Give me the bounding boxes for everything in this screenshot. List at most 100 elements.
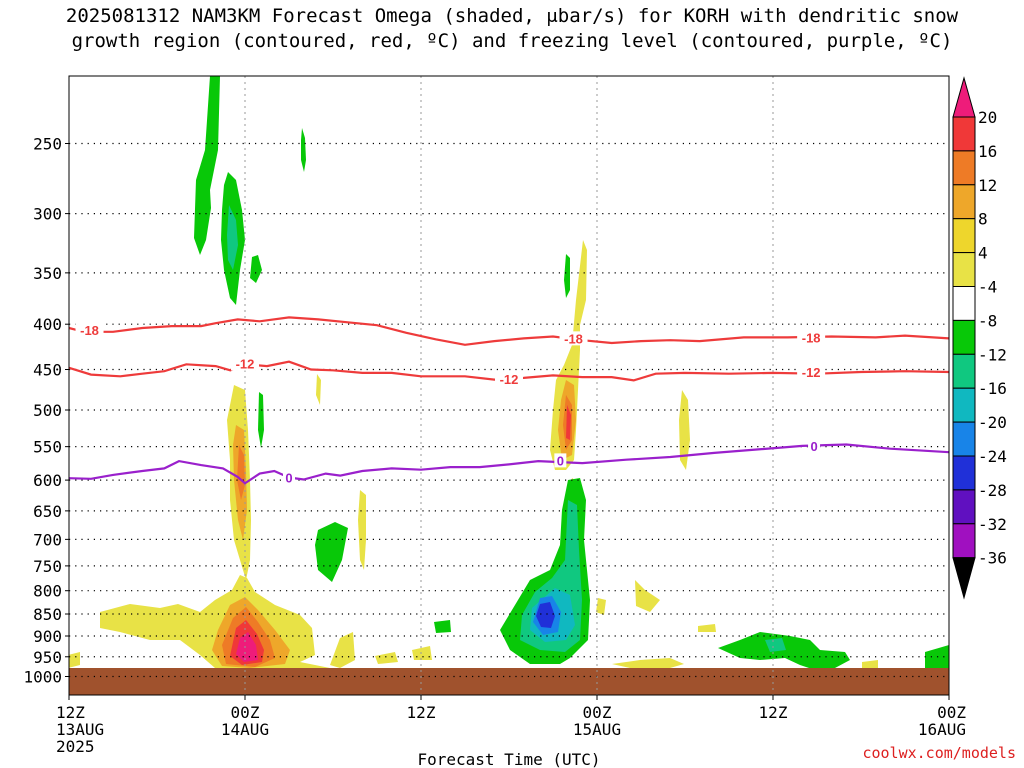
omega-region bbox=[765, 638, 786, 652]
contour-label: -12 bbox=[236, 356, 255, 371]
ground-surface bbox=[69, 668, 949, 695]
x-tick-label: 00Z bbox=[583, 703, 612, 722]
omega-region bbox=[194, 76, 220, 255]
colorbar-tick-label: 12 bbox=[978, 176, 997, 195]
colorbar-band bbox=[952, 218, 976, 254]
x-tick-label: 2025 bbox=[56, 737, 95, 756]
colorbar-band bbox=[952, 455, 976, 491]
contour-label: 0 bbox=[557, 453, 564, 468]
omega-shading bbox=[69, 76, 949, 670]
title-line-1: 2025081312 NAM3KM Forecast Omega (shaded… bbox=[65, 5, 959, 27]
omega-region bbox=[358, 490, 366, 570]
omega-region bbox=[301, 128, 306, 172]
y-tick-label: 600 bbox=[33, 471, 62, 490]
y-tick-label: 450 bbox=[33, 360, 62, 379]
omega-region bbox=[596, 598, 606, 615]
watermark: coolwx.com/models bbox=[862, 744, 1016, 762]
chart-title: 2025081312 NAM3KM Forecast Omega (shaded… bbox=[0, 4, 1024, 54]
contour-label: -12 bbox=[802, 365, 821, 380]
contour-label-bg bbox=[797, 330, 826, 345]
omega-region bbox=[434, 620, 451, 633]
x-tick-label: 16AUG bbox=[918, 720, 966, 739]
omega-region bbox=[566, 405, 571, 440]
y-tick-label: 1000 bbox=[23, 668, 62, 687]
colorbar-tick-label: -8 bbox=[978, 311, 997, 330]
omega-region bbox=[679, 390, 690, 470]
colorbar-tick-label: -12 bbox=[978, 345, 1007, 364]
title-line-2: growth region (contoured, red, ºC) and f… bbox=[71, 30, 953, 52]
colorbar-band bbox=[952, 286, 976, 321]
contour-label-bg bbox=[75, 322, 104, 337]
colorbar-band bbox=[952, 353, 976, 389]
omega-region bbox=[227, 205, 238, 270]
colorbar-tick-label: -4 bbox=[978, 278, 997, 297]
contour-label: -12 bbox=[500, 372, 519, 387]
contour-label: 0 bbox=[810, 439, 817, 454]
colorbar-tick-label: 8 bbox=[978, 210, 988, 229]
omega-region bbox=[412, 646, 432, 660]
omega-region bbox=[237, 445, 245, 500]
contour-label-bg bbox=[808, 438, 821, 453]
colorbar-tick-label: 16 bbox=[978, 142, 997, 161]
contour-line bbox=[68, 443, 950, 485]
omega-region bbox=[316, 374, 321, 405]
colorbar-tick-label: 4 bbox=[978, 244, 988, 263]
contour-line bbox=[68, 360, 950, 382]
colorbar-band bbox=[952, 387, 976, 423]
y-tick-label: 950 bbox=[33, 648, 62, 667]
y-tick-label: 300 bbox=[33, 205, 62, 224]
colorbar-band bbox=[952, 319, 976, 355]
omega-region bbox=[925, 645, 949, 670]
omega-region bbox=[69, 652, 80, 668]
omega-region bbox=[698, 624, 716, 632]
contour-label-bg bbox=[283, 470, 295, 485]
contour-label-bg bbox=[554, 453, 567, 468]
y-tick-label: 900 bbox=[33, 627, 62, 646]
contour-line bbox=[68, 316, 950, 346]
colorbar: 20 16 12 8 4 -4 -8 -12 -16 -20 -24 -28 -32 -36 bbox=[952, 76, 1007, 600]
omega-region bbox=[258, 392, 264, 448]
omega-region bbox=[612, 658, 684, 668]
x-tick-label: 12Z bbox=[56, 703, 85, 722]
omega-region bbox=[536, 602, 555, 628]
y-tick-label: 400 bbox=[33, 315, 62, 334]
colorbar-band bbox=[952, 150, 976, 186]
contour-label-bg bbox=[495, 371, 523, 386]
y-tick-label: 800 bbox=[33, 582, 62, 601]
omega-region bbox=[635, 580, 660, 612]
colorbar-tick-label: -36 bbox=[978, 549, 1007, 568]
contour-label: -18 bbox=[802, 330, 821, 345]
x-tick-label: 14AUG bbox=[221, 720, 269, 739]
x-tick-label: 13AUG bbox=[56, 720, 104, 739]
omega-region bbox=[718, 632, 850, 670]
colorbar-tick-label: 20 bbox=[978, 108, 997, 127]
x-tick-label: 12Z bbox=[759, 703, 788, 722]
colorbar-band bbox=[952, 523, 976, 559]
x-tick-label: 15AUG bbox=[573, 720, 621, 739]
y-tick-label: 500 bbox=[33, 401, 62, 420]
omega-region bbox=[550, 240, 587, 470]
y-axis: 250 300 350 400 450 500 550 600 650 700 750 800 850 9… bbox=[23, 135, 69, 687]
colorbar-band bbox=[952, 489, 976, 525]
x-tick-label: 00Z bbox=[231, 703, 260, 722]
colorbar-tick-label: -28 bbox=[978, 481, 1007, 500]
colorbar-arrow-bottom bbox=[952, 557, 976, 600]
colorbar-band bbox=[952, 116, 976, 152]
x-tick-label: 00Z bbox=[937, 703, 966, 722]
colorbar-tick-label: -16 bbox=[978, 379, 1007, 398]
contour-label: 0 bbox=[285, 471, 292, 486]
y-tick-label: 850 bbox=[33, 605, 62, 624]
omega-region bbox=[236, 632, 258, 662]
colorbar-band bbox=[952, 184, 976, 220]
omega-region bbox=[315, 522, 348, 582]
contours: -18 -18 -18 -12 -12 -12 0 0 0 bbox=[68, 316, 950, 486]
omega-region bbox=[250, 255, 262, 283]
omega-region bbox=[564, 254, 570, 298]
colorbar-arrow-top bbox=[952, 76, 976, 118]
y-tick-label: 250 bbox=[33, 135, 62, 154]
x-tick-label: 12Z bbox=[407, 703, 436, 722]
colorbar-band bbox=[952, 252, 976, 288]
y-tick-label: 700 bbox=[33, 530, 62, 549]
contour-label-bg bbox=[797, 365, 826, 380]
